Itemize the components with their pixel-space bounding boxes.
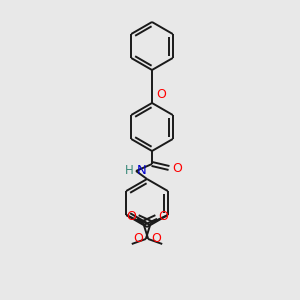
Text: O: O: [151, 232, 161, 245]
Text: N: N: [137, 164, 147, 176]
Text: O: O: [158, 209, 168, 223]
Text: H: H: [125, 164, 134, 176]
Text: O: O: [133, 232, 143, 245]
Text: O: O: [126, 209, 136, 223]
Text: O: O: [172, 161, 182, 175]
Text: O: O: [156, 88, 166, 101]
